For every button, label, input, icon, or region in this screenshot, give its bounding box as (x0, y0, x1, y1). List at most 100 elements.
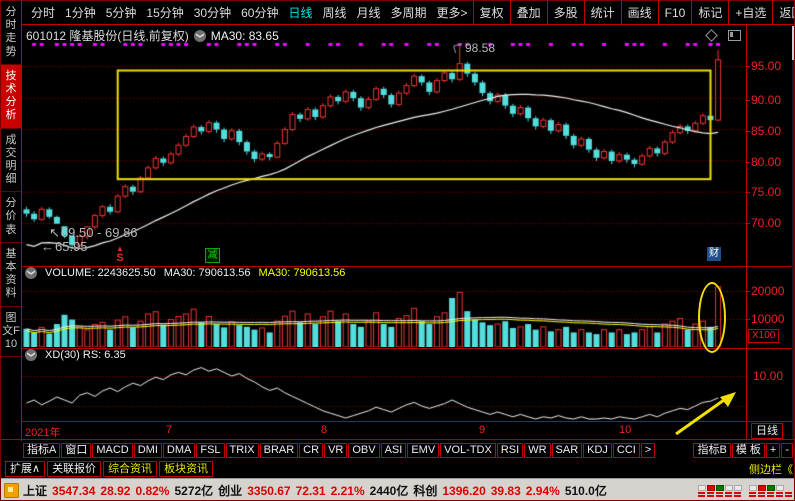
index-quote-item[interactable]: 0.82% (135, 483, 170, 498)
sidebar-item[interactable]: 分时走势 (1, 1, 21, 65)
info-tab-row: 扩展∧ 关联报价 综合资讯 板块资讯 侧边栏《 (1, 459, 794, 478)
indicator-tab[interactable]: BRAR (259, 442, 299, 458)
dividend-s-marker[interactable]: ▲ S (113, 245, 127, 264)
indicator-tab[interactable]: 模 板 (731, 442, 765, 458)
stock-title: 601012 隆基股份(日线,前复权) (26, 29, 189, 43)
toolbar-button[interactable]: 返回 (772, 1, 794, 24)
vertical-scrollbar[interactable] (792, 26, 794, 439)
indicator-tab[interactable]: 窗口 (61, 442, 92, 458)
period-tabs: 分时 1分钟 5分钟 15分钟 30分钟 60分钟 日线 周线 月线 多周期 更多> (22, 1, 473, 24)
index-quote-item[interactable]: 创业 (218, 484, 243, 498)
connection-icon[interactable] (4, 483, 19, 498)
timeline-month-label: 9 (479, 424, 486, 436)
index-quote-item[interactable]: 科创 (413, 484, 438, 498)
indicator-tab[interactable]: 指标A (23, 442, 61, 458)
indicator-tab[interactable]: WR (524, 442, 551, 458)
scrollbar-thumb[interactable] (792, 26, 794, 60)
toolbar-button[interactable]: 多股 (546, 1, 584, 24)
index-quote-item[interactable]: 1396.20 (442, 483, 486, 498)
indicator-tab[interactable]: VOL-TDX (440, 442, 496, 458)
period-tab[interactable]: 分时 (31, 6, 56, 20)
index-quote-item[interactable]: 3547.34 (52, 483, 96, 498)
info-tab[interactable]: 综合资讯 (103, 460, 158, 477)
finance-report-marker[interactable]: 财 (707, 247, 721, 261)
indicator-tab[interactable]: EMV (407, 442, 440, 458)
period-tab[interactable]: 1分钟 (65, 6, 96, 20)
period-tab[interactable]: 多周期 (390, 6, 427, 20)
index-quote-item[interactable]: 72.31 (295, 483, 326, 498)
share-reduction-marker[interactable]: 减 (205, 248, 220, 263)
chevron-down-icon[interactable] (193, 29, 206, 42)
diamond-tool-icon[interactable] (705, 29, 718, 42)
indicator-tab[interactable]: - (781, 442, 793, 458)
toolbar-button[interactable]: 标记 (691, 1, 728, 24)
volume-ma-legend: MA30: 790613.56 (163, 267, 251, 279)
index-quote-item[interactable]: 2440亿 (369, 484, 409, 498)
index-quote-item[interactable]: 上证 (23, 484, 48, 498)
indicator-axis-label: 10.00 (753, 369, 784, 383)
indicator-tab[interactable]: SAR (551, 442, 583, 458)
index-quote-item[interactable]: 2.94% (525, 483, 560, 498)
toolbar-button[interactable]: 叠加 (509, 1, 547, 24)
index-quote-item[interactable]: 39.83 (490, 483, 521, 498)
volume-highlight-ellipse[interactable] (698, 282, 726, 353)
toolbar-button[interactable]: +自选 (728, 1, 772, 24)
timeline-month-label: 8 (321, 424, 328, 436)
xd-indicator-chart[interactable] (22, 363, 746, 420)
indicator-tab[interactable]: 指标B (693, 442, 731, 458)
indicator-tab[interactable]: CR (299, 442, 324, 458)
timeline-month-label: 7 (166, 424, 173, 436)
current-period-box[interactable]: 日线 (751, 423, 783, 439)
high-price-annotation: 98.58 (465, 41, 496, 55)
period-tab[interactable]: 日线 (288, 6, 313, 20)
indicator-tab[interactable]: + (765, 442, 781, 458)
indicator-tab[interactable]: KDJ (583, 442, 612, 458)
toolbar-button[interactable]: 画线 (620, 1, 658, 24)
sidebar-item[interactable]: 分价表 (1, 192, 21, 243)
index-quote-item[interactable]: 2.21% (330, 483, 365, 498)
indicator-tab[interactable]: TRIX (225, 442, 259, 458)
index-quote-item[interactable]: 510.0亿 (564, 484, 607, 498)
sidebar-item[interactable]: 成交明细 (1, 129, 21, 193)
index-quote-item[interactable]: 28.92 (100, 483, 131, 498)
indicator-tab[interactable]: RSI (496, 442, 524, 458)
period-tab[interactable]: 月线 (356, 6, 381, 20)
period-tab[interactable]: 周线 (322, 6, 347, 20)
info-tab[interactable]: 关联报价 (47, 460, 102, 477)
indicator-tab[interactable]: VR (324, 442, 348, 458)
chevron-down-icon[interactable] (25, 267, 37, 279)
toolbar-button[interactable]: 统计 (583, 1, 621, 24)
index-quote-item[interactable]: 3350.67 (247, 483, 291, 498)
indicator-header: XD(30) RS: 6.35 (25, 349, 126, 361)
period-tab[interactable]: 更多> (436, 6, 468, 20)
indicator-tab[interactable]: MACD (92, 442, 133, 458)
indicator-tab[interactable]: > (640, 442, 656, 458)
sidebar-item[interactable]: 图文F10 (1, 307, 21, 358)
info-tab[interactable]: 板块资讯 (159, 460, 214, 477)
period-tab[interactable]: 30分钟 (193, 6, 232, 20)
main-price-chart[interactable] (22, 41, 746, 265)
volume-ma2-legend: MA30: 790613.56 (258, 267, 346, 279)
toolbar-button[interactable]: 复权 (472, 1, 510, 24)
sidebar-item[interactable]: 基本资料 (1, 243, 21, 307)
window-tool-icon[interactable] (728, 30, 741, 41)
index-quote-item[interactable]: 5272亿 (174, 484, 214, 498)
indicator-tab[interactable]: ASI (380, 442, 407, 458)
indicator-tab[interactable]: OBV (348, 442, 380, 458)
period-tab[interactable]: 15分钟 (146, 6, 184, 20)
trend-arrow-annotation[interactable] (656, 386, 751, 441)
sidebar-item[interactable]: 技术分析 (1, 64, 21, 129)
period-tab[interactable]: 5分钟 (105, 6, 137, 20)
indicator-tab[interactable]: DMI (133, 442, 162, 458)
period-tab[interactable]: 60分钟 (241, 6, 279, 20)
side-panel-toggle[interactable]: 侧边栏《 (749, 463, 793, 476)
timeline-axis: 2021年 7 8 9 10 (22, 422, 746, 439)
volume-chart[interactable] (22, 282, 746, 347)
indicator-tab[interactable]: DMA (162, 442, 196, 458)
toolbar-button[interactable]: F10 (657, 1, 692, 24)
indicator-tab[interactable]: CCI (612, 442, 640, 458)
info-tab[interactable]: 扩展∧ (5, 460, 46, 477)
chevron-down-icon[interactable] (25, 349, 37, 361)
indicator-tab[interactable]: FSL (196, 442, 225, 458)
